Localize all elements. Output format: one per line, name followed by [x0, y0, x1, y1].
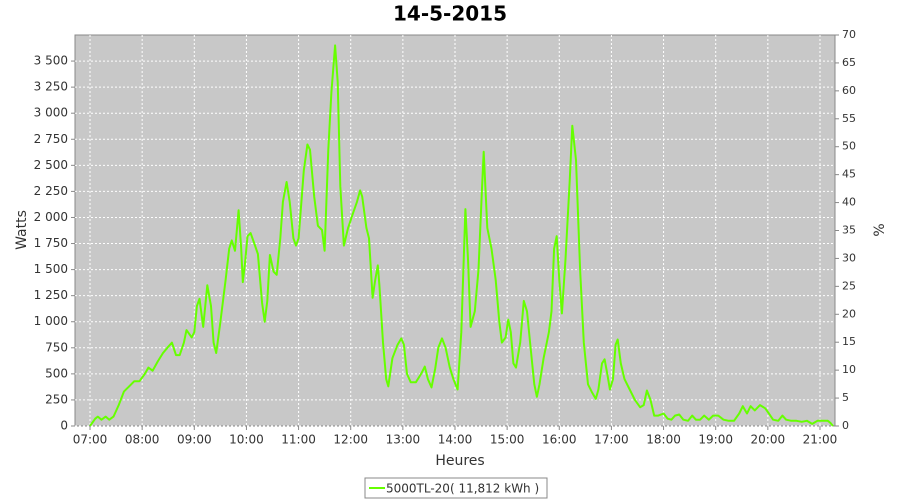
y-tick-label: 1 250 [34, 288, 68, 302]
x-tick-label: 16:00 [542, 433, 577, 447]
y-tick-label: 1 000 [34, 314, 68, 328]
y2-tick-label: 20 [842, 307, 856, 320]
y2-tick-label: 5 [842, 391, 849, 404]
y-tick-label: 2 250 [34, 184, 68, 198]
chart-title: 14-5-2015 [393, 2, 507, 26]
x-tick-label: 21:00 [803, 433, 838, 447]
y-axis-title: Watts [14, 210, 30, 250]
y2-tick-label: 30 [842, 251, 856, 264]
y-tick-label: 1 500 [34, 262, 68, 276]
y2-tick-label: 60 [842, 84, 856, 97]
x-tick-label: 11:00 [281, 433, 316, 447]
y2-tick-label: 55 [842, 112, 856, 125]
x-axis-title: Heures [435, 453, 484, 469]
y2-tick-label: 45 [842, 168, 856, 181]
y2-tick-label: 65 [842, 56, 856, 69]
y2-tick-label: 25 [842, 279, 856, 292]
x-tick-label: 09:00 [177, 433, 212, 447]
y2-axis-title: % [872, 223, 888, 236]
x-tick-label: 19:00 [698, 433, 733, 447]
y-tick-label: 3 500 [34, 54, 68, 68]
x-tick-label: 10:00 [229, 433, 264, 447]
y-tick-label: 2 750 [34, 132, 68, 146]
y-tick-label: 3 000 [34, 106, 68, 120]
y-tick-label: 1 750 [34, 236, 68, 250]
y2-tick-label: 40 [842, 196, 856, 209]
y-tick-label: 750 [45, 340, 68, 354]
y2-tick-label: 15 [842, 335, 856, 348]
data-line [89, 44, 834, 427]
y2-tick-label: 70 [842, 28, 856, 41]
x-tick-label: 12:00 [333, 433, 368, 447]
y2-tick-label: 50 [842, 140, 856, 153]
y2-tick-label: 10 [842, 363, 856, 376]
legend-box [364, 477, 548, 499]
legend-label: 5000TL-20( 11,812 kWh ) [386, 482, 539, 496]
y-tick-label: 3 250 [34, 80, 68, 94]
y-tick-label: 0 [60, 419, 68, 433]
x-tick-label: 08:00 [125, 433, 160, 447]
x-tick-label: 14:00 [438, 433, 473, 447]
x-tick-label: 18:00 [646, 433, 681, 447]
x-tick-label: 13:00 [386, 433, 421, 447]
y-tick-label: 2 500 [34, 158, 68, 172]
x-tick-label: 07:00 [73, 433, 108, 447]
y-tick-label: 2 000 [34, 210, 68, 224]
x-tick-label: 15:00 [490, 433, 525, 447]
y2-tick-label: 35 [842, 224, 856, 237]
x-tick-label: 20:00 [751, 433, 786, 447]
x-tick-label: 17:00 [594, 433, 629, 447]
y2-tick-label: 0 [842, 419, 849, 432]
y-tick-label: 250 [45, 392, 68, 406]
y-tick-label: 500 [45, 366, 68, 380]
